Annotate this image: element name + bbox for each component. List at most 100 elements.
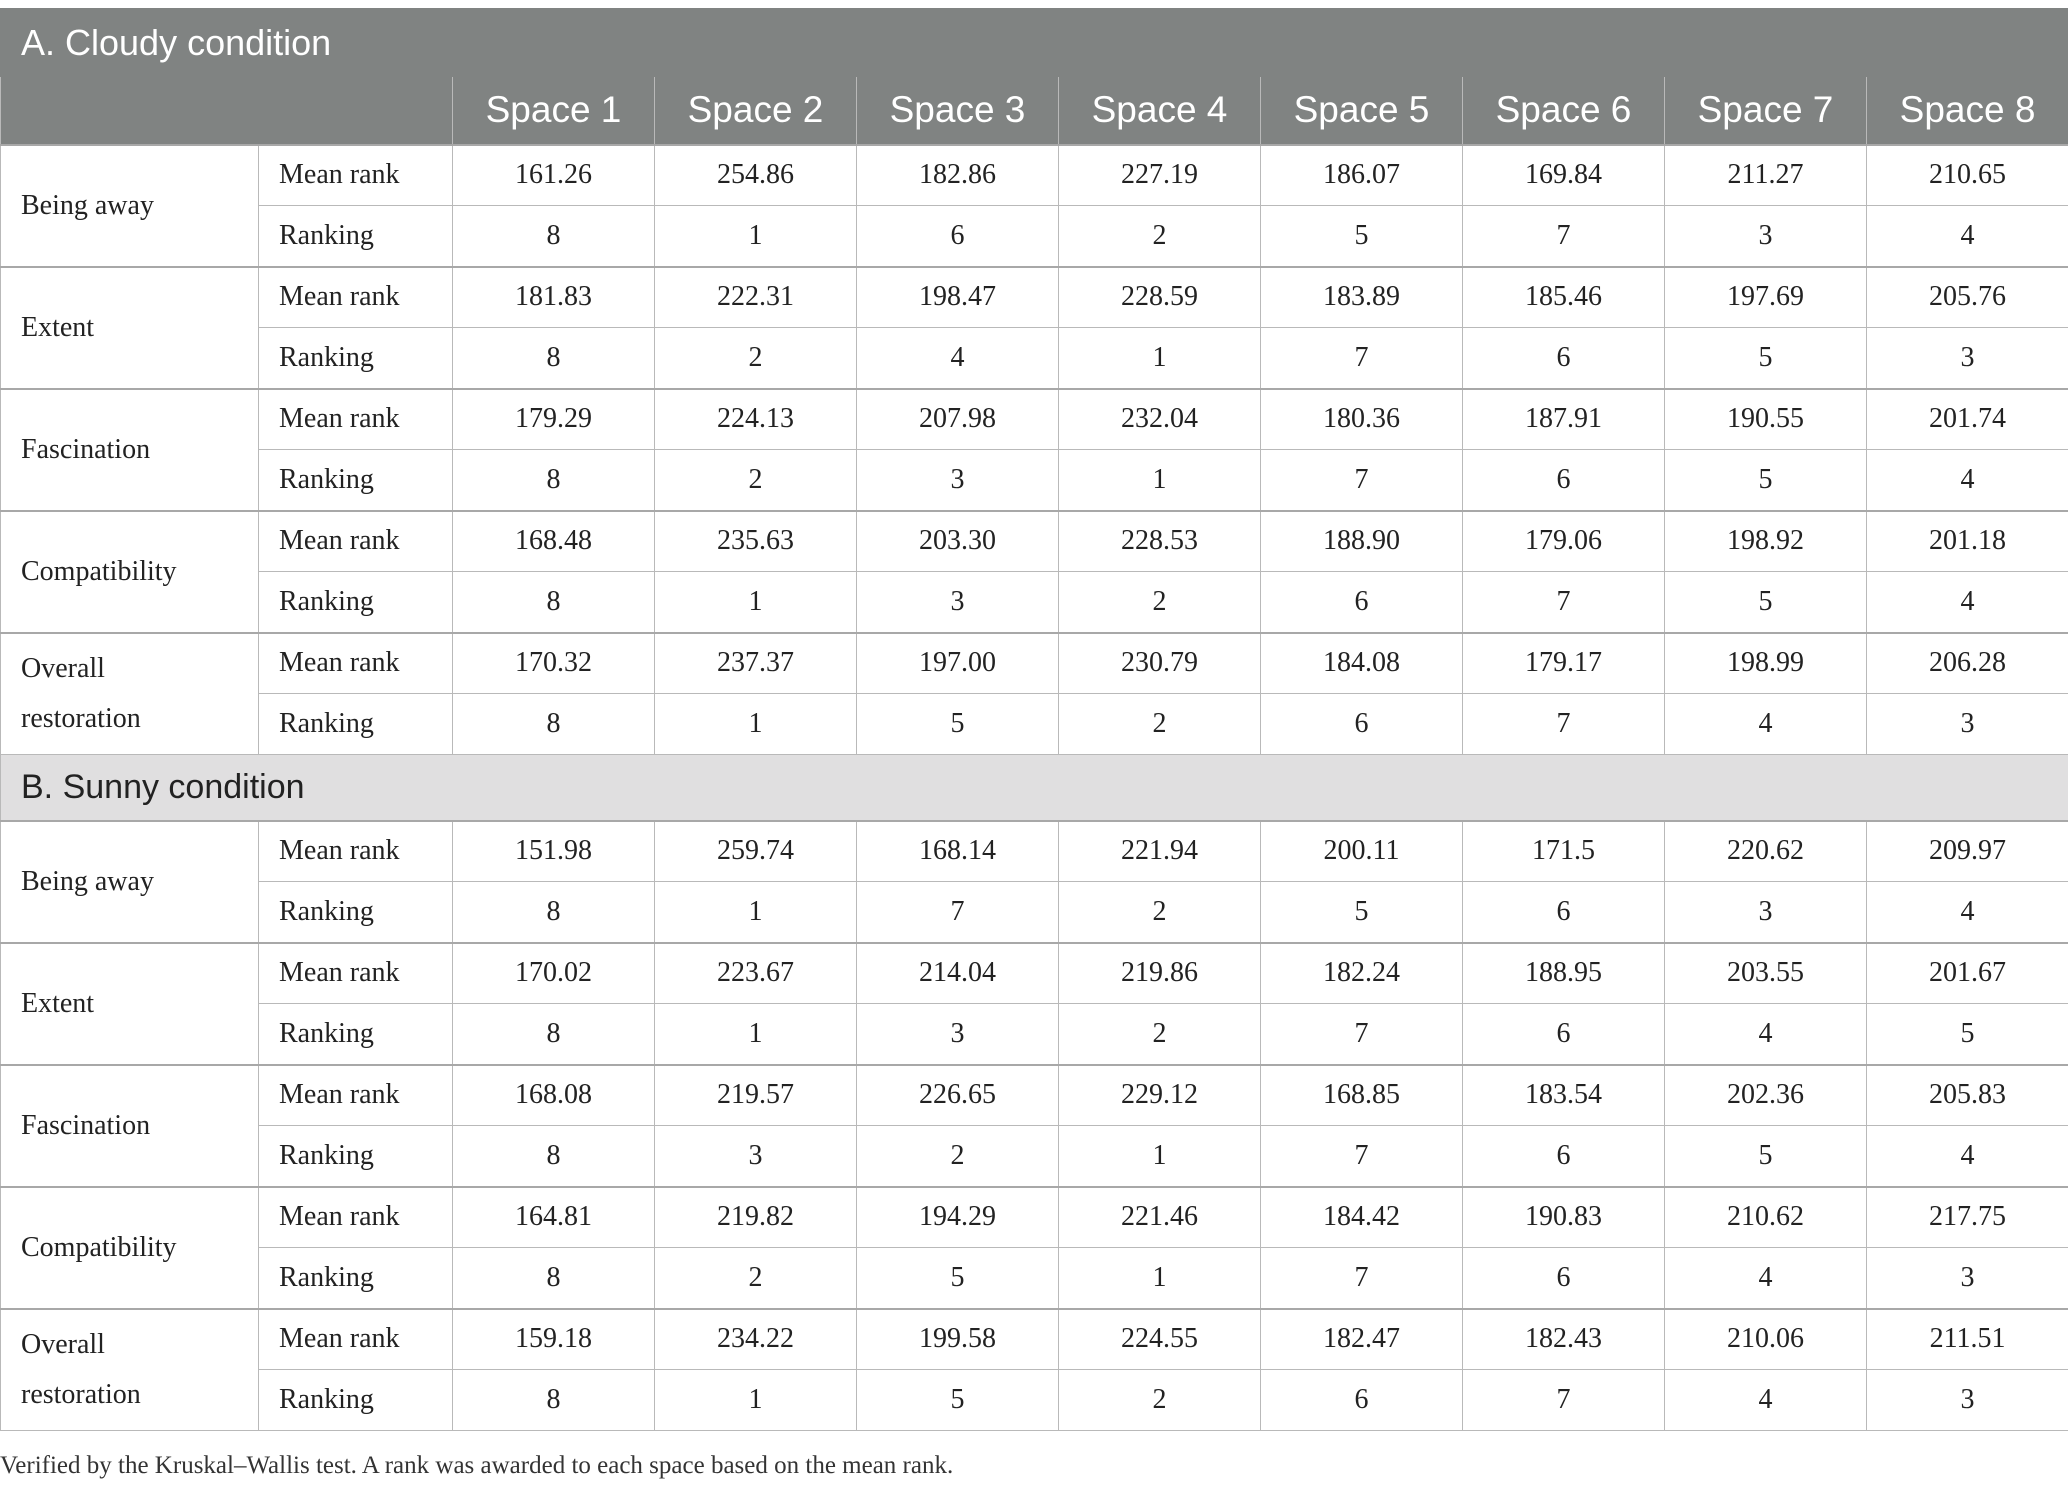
- column-header-space-6: Space 6: [1462, 76, 1665, 145]
- ranking-cell: 5: [1260, 881, 1463, 943]
- mean-rank-cell: 211.51: [1865, 1307, 2068, 1370]
- metric-label-mean-rank: Mean rank: [258, 819, 453, 882]
- metric-label-ranking: Ranking: [258, 693, 453, 755]
- mean-rank-cell: 232.04: [1058, 387, 1261, 450]
- table-row: Fascination Mean rank 179.29 224.13 207.98 23…: [0, 387, 2068, 511]
- factor-name: Extent: [0, 941, 259, 1065]
- ranking-cell: 2: [1058, 571, 1261, 633]
- mean-rank-cell: 220.62: [1664, 819, 1867, 882]
- mean-rank-cell: 168.08: [452, 1063, 655, 1126]
- factor-name: Being away: [0, 143, 259, 267]
- mean-rank-table: A. Cloudy condition Space 1 Space 2 Space 3…: [0, 8, 2068, 1431]
- mean-rank-cell: 227.19: [1058, 143, 1261, 206]
- mean-rank-cell: 184.42: [1260, 1185, 1463, 1248]
- mean-rank-cell: 259.74: [654, 819, 857, 882]
- factor-name: Compatibility: [0, 1185, 259, 1309]
- mean-rank-cell: 235.63: [654, 509, 857, 572]
- column-header-space-7: Space 7: [1664, 76, 1867, 145]
- mean-rank-cell: 221.94: [1058, 819, 1261, 882]
- ranking-cell: 6: [1462, 881, 1665, 943]
- ranking-cell: 3: [1865, 693, 2068, 755]
- metric-label-ranking: Ranking: [258, 881, 453, 943]
- ranking-cell: 8: [452, 449, 655, 511]
- table-row: Ranking 8 2 4 1 7 6 5 3: [1, 327, 2068, 389]
- ranking-cell: 8: [452, 327, 655, 389]
- ranking-cell: 7: [1462, 205, 1665, 267]
- ranking-cell: 6: [1462, 1125, 1665, 1187]
- metric-label-ranking: Ranking: [258, 1369, 453, 1431]
- mean-rank-cell: 217.75: [1865, 1185, 2068, 1248]
- ranking-cell: 6: [856, 205, 1059, 267]
- mean-rank-cell: 161.26: [452, 143, 655, 206]
- ranking-cell: 1: [1058, 1247, 1261, 1309]
- ranking-cell: 1: [654, 571, 857, 633]
- ranking-cell: 7: [856, 881, 1059, 943]
- ranking-cell: 5: [1664, 571, 1867, 633]
- ranking-cell: 2: [856, 1125, 1059, 1187]
- header-blank-cell: [0, 76, 453, 145]
- mean-rank-cell: 209.97: [1865, 819, 2068, 882]
- ranking-cell: 6: [1462, 1247, 1665, 1309]
- mean-rank-cell: 219.57: [654, 1063, 857, 1126]
- table-row: Ranking 8 1 5 2 6 7 4 3: [1, 1369, 2068, 1431]
- mean-rank-cell: 202.36: [1664, 1063, 1867, 1126]
- ranking-cell: 7: [1462, 1369, 1665, 1431]
- mean-rank-cell: 190.83: [1462, 1185, 1665, 1248]
- factor-name: Overall restoration: [0, 631, 259, 755]
- ranking-cell: 2: [654, 1247, 857, 1309]
- ranking-cell: 5: [856, 1369, 1059, 1431]
- ranking-cell: 7: [1260, 449, 1463, 511]
- column-header-row: Space 1 Space 2 Space 3 Space 4 Space 5 Space…: [0, 76, 2068, 145]
- ranking-cell: 7: [1462, 571, 1665, 633]
- mean-rank-cell: 199.58: [856, 1307, 1059, 1370]
- table-row: Ranking 8 3 2 1 7 6 5 4: [1, 1125, 2068, 1187]
- table-row: Extent Mean rank 181.83 222.31 198.47 228.59 1…: [0, 265, 2068, 389]
- ranking-cell: 4: [1664, 1369, 1867, 1431]
- metric-label-ranking: Ranking: [258, 1003, 453, 1065]
- mean-rank-cell: 234.22: [654, 1307, 857, 1370]
- table-row: Being away Mean rank 151.98 259.74 168.14 221…: [0, 819, 2068, 943]
- ranking-cell: 4: [1664, 693, 1867, 755]
- table-row: Extent Mean rank 170.02 223.67 214.04 219.86 1…: [0, 941, 2068, 1065]
- ranking-cell: 1: [654, 1003, 857, 1065]
- metric-label-mean-rank: Mean rank: [258, 1185, 453, 1248]
- table-row: Compatibility Mean rank 164.81 219.82 194.29…: [0, 1185, 2068, 1309]
- mean-rank-cell: 198.47: [856, 265, 1059, 328]
- mean-rank-cell: 210.06: [1664, 1307, 1867, 1370]
- factor-name: Being away: [0, 819, 259, 943]
- ranking-cell: 6: [1260, 693, 1463, 755]
- mean-rank-cell: 210.62: [1664, 1185, 1867, 1248]
- ranking-cell: 3: [1865, 1247, 2068, 1309]
- metric-label-ranking: Ranking: [258, 571, 453, 633]
- metric-label-mean-rank: Mean rank: [258, 143, 453, 206]
- mean-rank-cell: 179.29: [452, 387, 655, 450]
- factor-name: Overall restoration: [0, 1307, 259, 1431]
- column-header-space-8: Space 8: [1865, 76, 2068, 145]
- ranking-cell: 2: [1058, 881, 1261, 943]
- ranking-cell: 5: [856, 1247, 1059, 1309]
- section-title: A. Cloudy condition: [0, 8, 2068, 77]
- mean-rank-cell: 183.89: [1260, 265, 1463, 328]
- ranking-cell: 7: [1260, 1247, 1463, 1309]
- table-row: Ranking 8 2 3 1 7 6 5 4: [1, 449, 2068, 511]
- mean-rank-cell: 188.90: [1260, 509, 1463, 572]
- metric-label-mean-rank: Mean rank: [258, 941, 453, 1004]
- mean-rank-cell: 221.46: [1058, 1185, 1261, 1248]
- table-row: Overall restoration Mean rank 170.32 237.37…: [0, 631, 2068, 755]
- ranking-cell: 6: [1260, 571, 1463, 633]
- mean-rank-cell: 198.92: [1664, 509, 1867, 572]
- mean-rank-cell: 214.04: [856, 941, 1059, 1004]
- mean-rank-cell: 168.14: [856, 819, 1059, 882]
- mean-rank-cell: 198.99: [1664, 631, 1867, 694]
- table-row: Compatibility Mean rank 168.48 235.63 203.30…: [0, 509, 2068, 633]
- mean-rank-cell: 187.91: [1462, 387, 1665, 450]
- mean-rank-cell: 182.43: [1462, 1307, 1665, 1370]
- metric-label-ranking: Ranking: [258, 327, 453, 389]
- mean-rank-cell: 207.98: [856, 387, 1059, 450]
- metric-label-ranking: Ranking: [258, 205, 453, 267]
- mean-rank-cell: 151.98: [452, 819, 655, 882]
- mean-rank-cell: 224.55: [1058, 1307, 1261, 1370]
- mean-rank-cell: 201.74: [1865, 387, 2068, 450]
- metric-label-ranking: Ranking: [258, 1247, 453, 1309]
- ranking-cell: 6: [1260, 1369, 1463, 1431]
